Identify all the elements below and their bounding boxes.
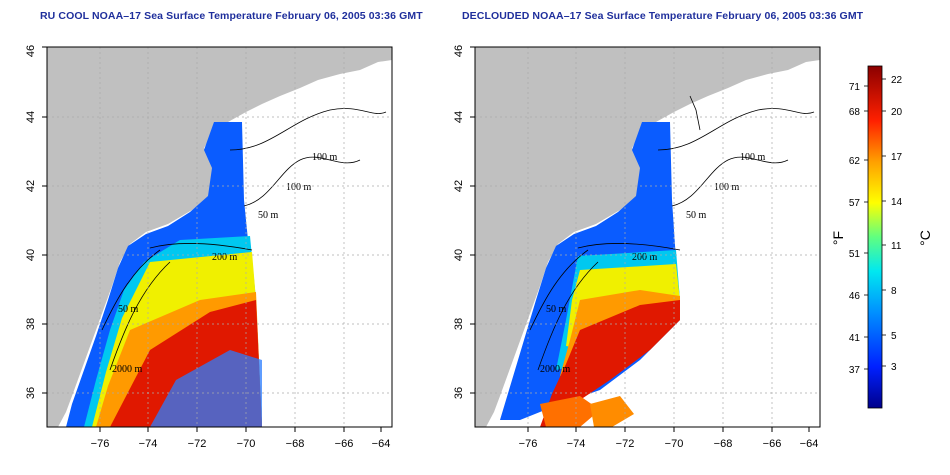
y-tick-label: 40 [453,249,465,261]
left-contour-label: 100 m [312,152,338,163]
left-map-title: RU COOL NOAA–17 Sea Surface Temperature … [40,10,423,22]
left-gridlines [47,47,392,427]
x-tick-label: −74 [567,438,586,450]
left-x-axis: −76 −74 −72 −70 −68 −66 −64 [91,438,391,450]
right-land [475,47,820,427]
x-tick-label: −64 [372,438,391,450]
right-map-title: DECLOUDED NOAA–17 Sea Surface Temperatur… [462,10,864,22]
y-tick-label: 44 [453,111,465,123]
fahrenheit-tick-label: 68 [849,107,861,118]
left-y-axis: 36 38 40 42 44 46 [25,45,37,399]
colorbar: 71 68 62 57 51 46 41 37 22 20 17 14 11 8… [830,65,933,409]
fahrenheit-tick-label: 46 [849,291,861,302]
fahrenheit-tick-label: 57 [849,198,861,209]
left-contour-label: 50 m [258,210,279,221]
celsius-tick-label: 14 [891,197,903,208]
colorbar-gradient [867,65,883,409]
x-tick-label: −76 [519,438,538,450]
y-tick-label: 42 [453,180,465,192]
celsius-tick-label: 22 [891,75,903,86]
right-x-axis: −76 −74 −72 −70 −68 −66 −64 [519,438,819,450]
celsius-unit-label: °C [917,230,933,246]
x-tick-label: −76 [91,438,110,450]
y-tick-label: 36 [25,387,37,399]
x-tick-label: −66 [335,438,354,450]
x-tick-label: −72 [616,438,635,450]
x-tick-label: −70 [237,438,256,450]
right-contour-label: 100 m [714,182,740,193]
celsius-tick-label: 17 [891,152,903,163]
right-map-frame [474,46,821,428]
celsius-tick-label: 11 [891,241,902,252]
left-contour-label: 50 m [118,304,139,315]
celsius-tick-label: 20 [891,107,903,118]
fahrenheit-tick-label: 37 [849,365,861,376]
right-contour-label: 2000 m [540,364,571,375]
celsius-tick-label: 5 [891,331,897,342]
y-tick-label: 36 [453,387,465,399]
celsius-tick-label: 8 [891,286,897,297]
fahrenheit-tick-label: 71 [849,82,861,93]
x-tick-label: −72 [188,438,207,450]
right-gridlines [475,47,820,427]
right-contour-label: 100 m [740,152,766,163]
y-tick-label: 40 [25,249,37,261]
right-contour-label: 200 m [632,252,658,263]
x-tick-label: −74 [139,438,158,450]
celsius-tick-label: 3 [891,362,897,373]
right-contour-label: 50 m [686,210,707,221]
left-contour-label: 2000 m [112,364,143,375]
x-tick-label: −68 [286,438,305,450]
right-sst-map: 100 m 100 m 50 m 200 m 50 m 2000 m [475,47,820,427]
x-tick-label: −70 [665,438,684,450]
x-tick-label: −66 [763,438,782,450]
right-contour-label: 50 m [546,304,567,315]
y-tick-label: 38 [453,318,465,330]
left-land [47,47,392,427]
y-tick-label: 38 [25,318,37,330]
y-tick-label: 46 [25,45,37,57]
left-sst-map: 100 m 100 m 50 m 200 m 50 m 2000 m [47,47,392,427]
y-tick-label: 44 [25,111,37,123]
fahrenheit-tick-label: 62 [849,156,861,167]
x-tick-label: −64 [800,438,819,450]
left-map-frame [46,46,393,428]
fahrenheit-tick-label: 41 [849,333,861,344]
y-tick-label: 46 [453,45,465,57]
y-tick-label: 42 [25,180,37,192]
left-contour-label: 100 m [286,182,312,193]
left-contour-label: 200 m [212,252,238,263]
right-y-axis: 36 38 40 42 44 46 [453,45,465,399]
x-tick-label: −68 [714,438,733,450]
fahrenheit-tick-label: 51 [849,249,861,260]
fahrenheit-unit-label: °F [830,231,846,245]
